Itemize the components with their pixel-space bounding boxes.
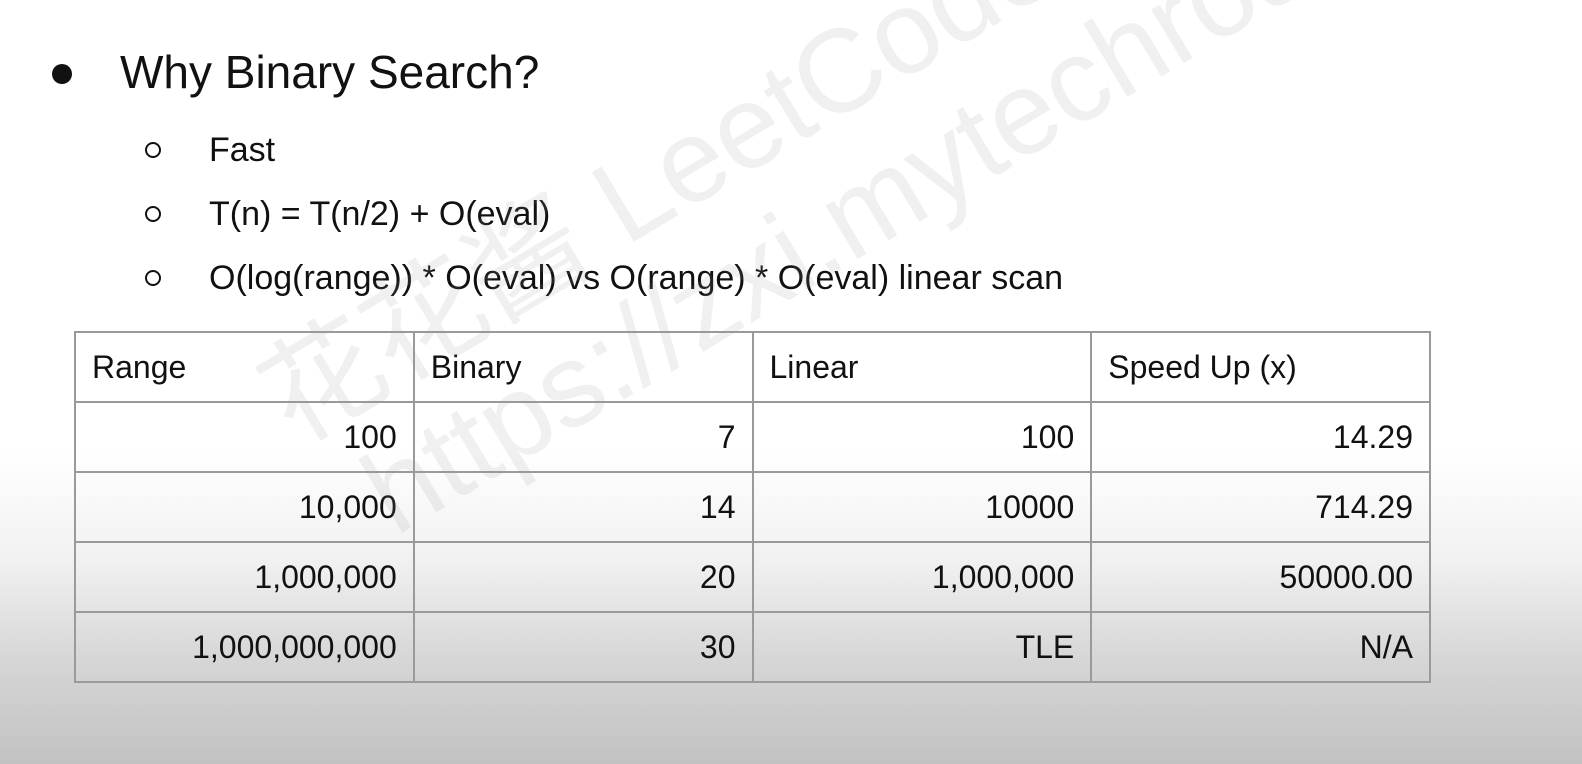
- cell-binary: 20: [412, 541, 754, 613]
- table-header-row: Range Binary Linear Speed Up (x): [74, 331, 1431, 403]
- header-range: Range: [74, 331, 415, 403]
- sub-bullet-text: T(n) = T(n/2) + O(eval): [209, 195, 551, 233]
- cell-binary: 14: [412, 471, 754, 543]
- cell-range: 1,000,000: [74, 541, 415, 613]
- hollow-bullet-icon: [145, 270, 161, 286]
- cell-speed-up: 14.29: [1090, 401, 1431, 473]
- comparison-table: Range Binary Linear Speed Up (x) 100 7 1…: [74, 331, 1431, 683]
- cell-linear: 100: [751, 401, 1093, 473]
- sub-bullet-complexity: O(log(range)) * O(eval) vs O(range) * O(…: [144, 246, 1063, 310]
- slide-heading: Why Binary Search?: [120, 46, 540, 98]
- cell-range: 100: [74, 401, 415, 473]
- header-binary: Binary: [412, 331, 754, 403]
- cell-linear: 10000: [751, 471, 1093, 543]
- sub-bullet-fast: Fast: [144, 118, 1063, 182]
- sub-bullet-text: Fast: [209, 131, 276, 169]
- header-linear: Linear: [751, 331, 1093, 403]
- table-row: 1,000,000,000 30 TLE N/A: [74, 611, 1431, 683]
- hollow-bullet-icon: [145, 206, 161, 222]
- sub-bullet-list: Fast T(n) = T(n/2) + O(eval) O(log(range…: [144, 118, 1063, 310]
- bullet-dot-icon: [52, 64, 72, 84]
- main-bullet: Why Binary Search?: [52, 40, 539, 104]
- cell-binary: 30: [412, 611, 754, 683]
- table-row: 1,000,000 20 1,000,000 50000.00: [74, 541, 1431, 613]
- cell-range: 10,000: [74, 471, 415, 543]
- cell-speed-up: 50000.00: [1090, 541, 1431, 613]
- sub-bullet-text: O(log(range)) * O(eval) vs O(range) * O(…: [209, 259, 1064, 297]
- header-speed-up: Speed Up (x): [1090, 331, 1431, 403]
- table-row: 100 7 100 14.29: [74, 401, 1431, 473]
- cell-speed-up: N/A: [1090, 611, 1431, 683]
- table-row: 10,000 14 10000 714.29: [74, 471, 1431, 543]
- cell-binary: 7: [412, 401, 754, 473]
- hollow-bullet-icon: [145, 142, 161, 158]
- cell-linear: 1,000,000: [751, 541, 1093, 613]
- sub-bullet-recurrence: T(n) = T(n/2) + O(eval): [144, 182, 1063, 246]
- cell-linear: TLE: [751, 611, 1093, 683]
- cell-range: 1,000,000,000: [74, 611, 415, 683]
- cell-speed-up: 714.29: [1090, 471, 1431, 543]
